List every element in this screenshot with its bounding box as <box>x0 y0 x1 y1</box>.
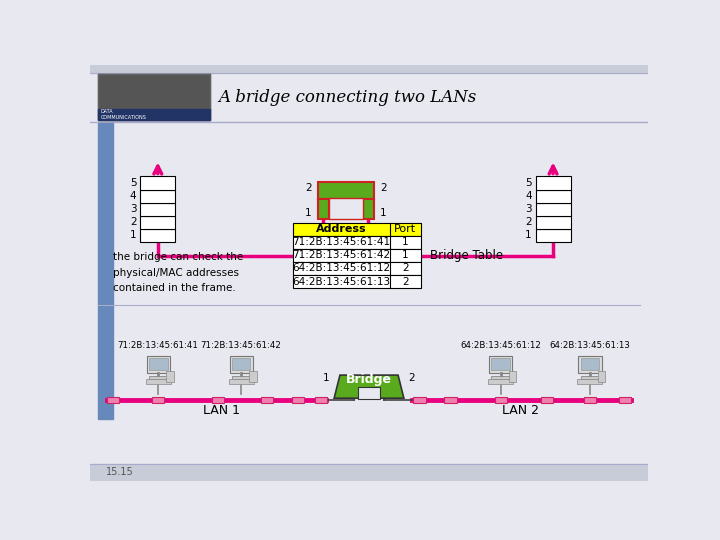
Text: Address: Address <box>316 224 366 234</box>
Text: LAN 1: LAN 1 <box>203 404 240 417</box>
Text: 1: 1 <box>380 208 387 218</box>
Text: 64:2B:13:45:61:12: 64:2B:13:45:61:12 <box>292 264 390 273</box>
Bar <box>618 397 631 403</box>
Text: 71:2B:13:45:61:42: 71:2B:13:45:61:42 <box>201 341 282 350</box>
Text: 5: 5 <box>130 178 137 188</box>
Bar <box>140 215 175 229</box>
Bar <box>536 202 570 215</box>
Bar <box>147 356 170 373</box>
Bar <box>107 397 120 403</box>
Bar <box>229 379 253 383</box>
Bar <box>292 397 304 403</box>
Bar <box>329 198 363 219</box>
Text: 1: 1 <box>402 251 409 260</box>
Bar <box>488 379 513 383</box>
Bar <box>98 74 210 120</box>
Text: 64:2B:13:45:61:13: 64:2B:13:45:61:13 <box>292 276 390 287</box>
Bar <box>232 358 251 370</box>
Bar <box>495 397 507 403</box>
Text: 71:2B:13:45:61:42: 71:2B:13:45:61:42 <box>292 251 390 260</box>
Bar <box>140 202 175 215</box>
Bar <box>363 199 374 219</box>
Bar <box>293 275 421 288</box>
Bar <box>318 182 374 199</box>
Bar <box>98 110 210 120</box>
Text: 1: 1 <box>130 231 137 240</box>
Bar <box>413 397 426 403</box>
Bar <box>98 74 210 120</box>
Polygon shape <box>334 375 404 398</box>
Text: 3: 3 <box>130 204 137 214</box>
Text: 2: 2 <box>305 183 312 193</box>
Text: Port: Port <box>395 224 416 234</box>
Polygon shape <box>358 387 380 399</box>
Bar <box>249 372 256 382</box>
Bar <box>577 379 602 383</box>
Bar <box>293 262 421 275</box>
Text: 64:2B:13:45:61:12: 64:2B:13:45:61:12 <box>460 341 541 350</box>
Text: 15.15: 15.15 <box>106 467 133 477</box>
Bar <box>536 190 570 202</box>
Bar <box>536 177 570 190</box>
Text: 2: 2 <box>525 217 532 227</box>
Text: 2: 2 <box>402 264 409 273</box>
Bar <box>261 397 273 403</box>
Bar <box>98 123 113 419</box>
Text: 71:2B:13:45:61:41: 71:2B:13:45:61:41 <box>292 237 390 247</box>
Bar <box>580 376 599 379</box>
Text: 2: 2 <box>380 183 387 193</box>
Text: 64:2B:13:45:61:13: 64:2B:13:45:61:13 <box>549 341 630 350</box>
Bar <box>293 249 421 262</box>
Bar <box>489 356 513 373</box>
Bar <box>598 372 606 382</box>
Bar <box>508 372 516 382</box>
Bar <box>140 190 175 202</box>
Text: 5: 5 <box>525 178 532 188</box>
Text: 71:2B:13:45:61:41: 71:2B:13:45:61:41 <box>118 341 199 350</box>
Text: DATA
COMMUNICATIONS: DATA COMMUNICATIONS <box>101 110 147 120</box>
Bar <box>166 372 174 382</box>
Bar <box>580 358 599 370</box>
Bar <box>541 397 554 403</box>
Bar <box>90 464 648 481</box>
Bar <box>90 65 648 72</box>
Text: 2: 2 <box>130 217 137 227</box>
Bar <box>536 215 570 229</box>
Bar <box>232 376 251 379</box>
Bar <box>140 229 175 242</box>
Text: 1: 1 <box>305 208 312 218</box>
Text: 1: 1 <box>525 231 532 240</box>
Text: 2: 2 <box>408 373 415 383</box>
Bar <box>212 397 224 403</box>
Bar <box>318 199 329 219</box>
Bar <box>140 177 175 190</box>
Bar <box>149 376 168 379</box>
Bar <box>444 397 456 403</box>
Text: Bridge: Bridge <box>346 373 392 386</box>
Text: 4: 4 <box>130 191 137 201</box>
Text: LAN 2: LAN 2 <box>502 404 539 417</box>
Bar <box>315 397 327 403</box>
Text: A bridge connecting two LANs: A bridge connecting two LANs <box>218 89 476 106</box>
Text: 1: 1 <box>323 373 330 383</box>
Text: 4: 4 <box>525 191 532 201</box>
Bar <box>492 358 510 370</box>
Bar <box>152 397 164 403</box>
Text: the bridge can check the
physical/MAC addresses
contained in the frame.: the bridge can check the physical/MAC ad… <box>113 252 243 293</box>
Bar <box>584 397 596 403</box>
Bar <box>578 356 601 373</box>
Bar <box>293 222 421 236</box>
Bar <box>492 376 510 379</box>
Bar <box>145 379 171 383</box>
Bar <box>536 229 570 242</box>
Bar <box>230 356 253 373</box>
Text: 3: 3 <box>525 204 532 214</box>
Bar <box>293 236 421 249</box>
Text: Bridge Table: Bridge Table <box>431 249 503 262</box>
Bar <box>149 358 168 370</box>
Text: 2: 2 <box>402 276 409 287</box>
Text: 1: 1 <box>402 237 409 247</box>
